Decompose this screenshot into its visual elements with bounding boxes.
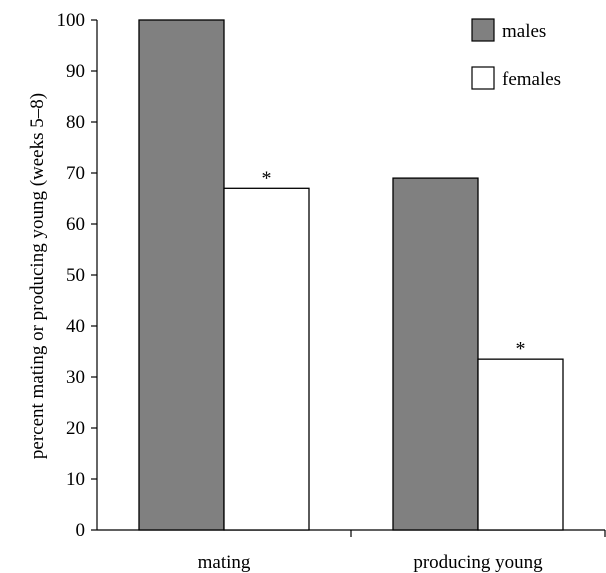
y-tick-label: 10	[66, 469, 85, 490]
y-tick-label: 50	[66, 265, 85, 286]
x-category-label: mating	[198, 552, 251, 573]
legend-swatch-males	[471, 18, 495, 42]
y-axis: 0 10 20 30 40 50 60 70 80 90 100	[57, 10, 98, 541]
y-tick-label: 30	[66, 367, 85, 388]
legend-label-females: females	[502, 69, 561, 90]
x-axis: mating producing young	[97, 529, 606, 573]
significance-asterisk: *	[262, 167, 272, 189]
bar-females-mating	[223, 187, 310, 531]
annotations: **	[262, 167, 526, 360]
y-axis-label: percent mating or producing young (weeks…	[27, 93, 48, 459]
x-category-label: producing young	[413, 552, 543, 573]
bar-males-producing-young	[392, 177, 479, 531]
legend-label-males: males	[502, 21, 546, 42]
legend-swatch-females	[471, 66, 495, 90]
bar-females-producing-young	[477, 358, 564, 531]
y-tick-label: 70	[66, 163, 85, 184]
bar-males-mating	[138, 19, 225, 531]
y-tick-label: 90	[66, 61, 85, 82]
y-tick-label: 60	[66, 214, 85, 235]
y-tick-label: 80	[66, 112, 85, 133]
y-tick-label: 0	[76, 520, 86, 541]
y-tick-label: 20	[66, 418, 85, 439]
significance-asterisk: *	[516, 338, 526, 360]
y-tick-label: 100	[57, 10, 86, 31]
bars	[138, 19, 564, 531]
y-tick-label: 40	[66, 316, 85, 337]
legend: males females	[471, 18, 561, 90]
